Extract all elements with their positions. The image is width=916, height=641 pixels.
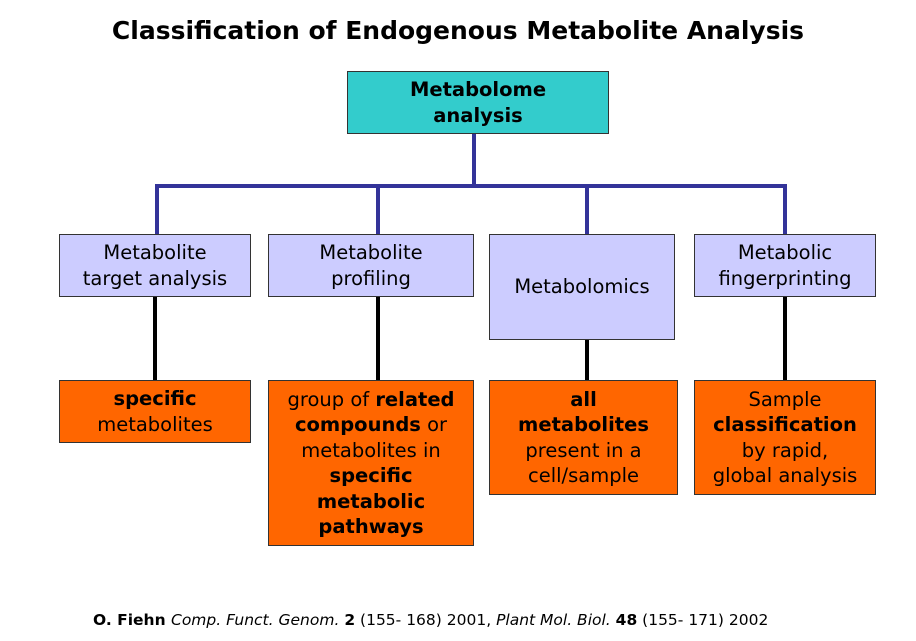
description-box: group of related compounds or metabolites …: [268, 380, 474, 546]
text-segment: Metabolite: [319, 241, 423, 264]
text-segment: present in a: [525, 438, 642, 462]
text-line: by rapid,: [742, 438, 828, 464]
text-line: specific: [329, 463, 412, 489]
text-line: global analysis: [713, 463, 858, 489]
text-segment: Plant Mol. Biol.: [496, 611, 611, 629]
text-line: Metabolite: [319, 240, 422, 266]
text-segment: O. Fiehn: [93, 611, 171, 629]
text-line: metabolites: [518, 412, 649, 438]
text-line: Metabolome: [410, 77, 546, 103]
text-line: Sample: [748, 387, 821, 413]
text-segment: specific: [113, 387, 197, 410]
text-segment: classification: [713, 413, 857, 436]
text-line: Metabolomics: [514, 274, 649, 300]
text-segment: specific: [329, 464, 413, 487]
text-segment: metabolites in: [301, 438, 441, 462]
text-segment: analysis: [433, 103, 523, 127]
method-box: Metabolic fingerprinting: [694, 234, 876, 297]
text-segment: or: [420, 413, 448, 436]
description-box: specific metabolites: [59, 380, 251, 443]
text-segment: profiling: [331, 266, 411, 290]
method-box: Metabolite target analysis: [59, 234, 251, 297]
text-line: profiling: [331, 266, 411, 292]
method-box: Metabolite profiling: [268, 234, 474, 297]
title: Classification of Endogenous Metabolite …: [111, 16, 805, 45]
description-box: Sample classification by rapid, global anal…: [694, 380, 876, 495]
text-line: all: [570, 387, 597, 413]
text-segment: Metabolite: [103, 241, 207, 264]
text-segment: related: [375, 387, 455, 411]
text-segment: all: [570, 387, 597, 411]
text-line: cell/sample: [528, 463, 639, 489]
text-segment: by rapid,: [741, 438, 829, 462]
text-line: group of related: [287, 387, 454, 413]
text-segment: Sample: [748, 387, 822, 411]
text-segment: Metabolic: [737, 241, 833, 264]
text-segment: compounds: [294, 413, 421, 436]
text-line: metabolites: [97, 412, 213, 438]
text-line: target analysis: [83, 266, 227, 292]
description-box: all metabolites present in a cell/sample: [489, 380, 678, 495]
text-segment: metabolites: [97, 412, 213, 436]
text-segment: pathways: [318, 515, 424, 538]
text-segment: (155- 171) 2002: [637, 611, 769, 629]
text-line: metabolic: [317, 489, 425, 515]
text-line: Metabolic: [738, 240, 832, 266]
text-line: present in a: [525, 438, 641, 464]
method-box: Metabolomics: [489, 234, 675, 340]
text-line: fingerprinting: [718, 266, 851, 292]
text-line: Metabolite: [103, 240, 206, 266]
text-segment: 48: [615, 611, 638, 629]
text-segment: Metabolome: [409, 78, 547, 101]
text-segment: 2: [344, 611, 356, 629]
text-line: specific: [113, 386, 196, 412]
text-line: pathways: [318, 514, 423, 540]
text-segment: Metabolomics: [514, 275, 650, 299]
text-segment: target analysis: [82, 266, 228, 290]
root-box: Metabolome analysis: [347, 71, 609, 134]
text-segment: cell/sample: [527, 464, 640, 487]
citation: O. Fiehn Comp. Funct. Genom. 2 (155- 168…: [93, 611, 768, 629]
text-line: compounds or: [295, 412, 447, 438]
text-segment: fingerprinting: [718, 266, 852, 290]
text-segment: global analysis: [712, 464, 858, 487]
text-segment: metabolites: [518, 413, 649, 436]
text-line: classification: [713, 412, 857, 438]
text-segment: Comp. Funct. Genom.: [171, 611, 340, 629]
text-line: metabolites in: [301, 438, 441, 464]
text-segment: (155- 168) 2001,: [355, 611, 497, 629]
text-segment: metabolic: [316, 489, 426, 513]
text-line: analysis: [433, 103, 523, 129]
text-segment: group of: [287, 387, 376, 411]
